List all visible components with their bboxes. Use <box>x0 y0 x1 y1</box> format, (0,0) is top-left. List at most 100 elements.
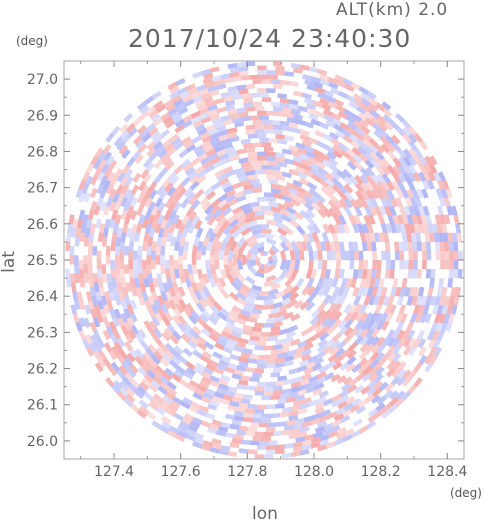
scan-cell <box>273 215 284 224</box>
scan-cell <box>418 354 428 365</box>
scan-cell <box>156 346 166 357</box>
scan-cell <box>126 192 135 204</box>
scan-cell <box>416 214 423 225</box>
scan-cell <box>317 260 323 270</box>
scan-cell <box>83 273 90 283</box>
scan-cell <box>82 171 90 182</box>
scan-cell <box>205 124 216 132</box>
scan-cell <box>319 438 330 447</box>
scan-cell <box>290 338 301 347</box>
scan-cell <box>352 269 359 279</box>
scan-cell <box>295 240 304 252</box>
scan-cell <box>254 409 264 414</box>
scan-cell <box>448 269 454 279</box>
scan-cell <box>224 366 236 374</box>
scan-cell <box>264 232 275 240</box>
scan-cell <box>386 360 397 370</box>
scan-cell <box>102 329 111 341</box>
scan-cell <box>375 402 386 412</box>
scan-cell <box>250 259 257 267</box>
scan-cell <box>370 116 381 126</box>
scan-cell <box>207 403 218 411</box>
scan-cell <box>327 192 337 202</box>
scan-cell <box>450 286 457 297</box>
scan-cell <box>65 241 71 251</box>
scan-cell <box>284 443 294 449</box>
scan-cell <box>328 81 339 90</box>
scan-cell <box>150 259 156 270</box>
scan-cell <box>192 349 203 359</box>
scan-cell <box>174 290 183 302</box>
scan-cell <box>158 342 169 353</box>
altitude-label: ALT(km) 2.0 <box>336 0 449 20</box>
scan-cell <box>113 136 123 147</box>
scan-cell <box>378 232 385 243</box>
scan-cell <box>240 75 251 81</box>
scan-cell <box>275 362 285 368</box>
scan-cell <box>392 344 402 356</box>
scan-cell <box>360 125 371 135</box>
scan-cell <box>218 277 227 288</box>
scan-cell <box>170 111 181 120</box>
scan-cell <box>270 282 282 291</box>
scan-cell <box>205 227 214 238</box>
scan-cell <box>315 193 326 204</box>
scan-cell <box>75 321 83 332</box>
scan-cell <box>116 353 125 364</box>
scan-cell <box>435 250 441 261</box>
scan-cell <box>190 310 201 321</box>
scan-cell <box>235 219 247 229</box>
scan-cell <box>319 73 330 82</box>
scan-cell <box>228 218 239 228</box>
scan-cell <box>324 171 335 182</box>
scan-cell <box>111 277 118 288</box>
scan-cell <box>272 301 283 309</box>
scan-cell <box>272 389 283 396</box>
scan-cell <box>363 144 373 155</box>
scan-cell <box>362 365 373 376</box>
scan-cell <box>299 378 310 386</box>
scan-cell <box>190 281 199 293</box>
scan-cell <box>108 159 118 170</box>
scan-cell <box>306 84 317 92</box>
scan-cell <box>105 155 115 166</box>
scan-cell <box>211 236 220 247</box>
scan-cell <box>69 246 75 256</box>
scan-cell <box>242 329 253 336</box>
scan-cell <box>301 163 312 172</box>
scan-cell <box>89 321 98 332</box>
scan-cell <box>436 223 443 234</box>
scan-cell <box>332 223 341 234</box>
scan-cell <box>247 339 258 346</box>
scan-cell <box>240 375 251 382</box>
scan-cell <box>323 345 334 355</box>
scan-cell <box>268 160 279 166</box>
scan-cell <box>445 188 453 199</box>
scan-cell <box>203 367 214 376</box>
scan-cell <box>270 244 280 254</box>
scan-cell <box>243 417 253 423</box>
scan-cell <box>288 410 299 417</box>
scan-cell <box>223 264 231 275</box>
scan-cell <box>236 171 247 179</box>
scan-cell <box>410 312 418 323</box>
scan-cell <box>364 159 375 170</box>
scan-cell <box>443 196 451 207</box>
scan-cell <box>416 241 422 252</box>
scan-cell <box>340 250 346 261</box>
scan-cell <box>160 112 171 121</box>
scan-cell <box>311 173 322 183</box>
scan-cell <box>166 323 176 334</box>
scan-cell <box>198 297 208 309</box>
scan-cell <box>185 191 196 202</box>
scan-cell <box>209 375 220 383</box>
scan-cell <box>266 317 277 324</box>
scan-cell <box>299 129 310 137</box>
scan-cell <box>346 355 357 366</box>
scan-cell <box>175 303 185 314</box>
scan-cell <box>74 273 80 284</box>
scan-cell <box>225 189 236 198</box>
scan-cell <box>257 151 267 157</box>
scan-cell <box>216 173 227 182</box>
